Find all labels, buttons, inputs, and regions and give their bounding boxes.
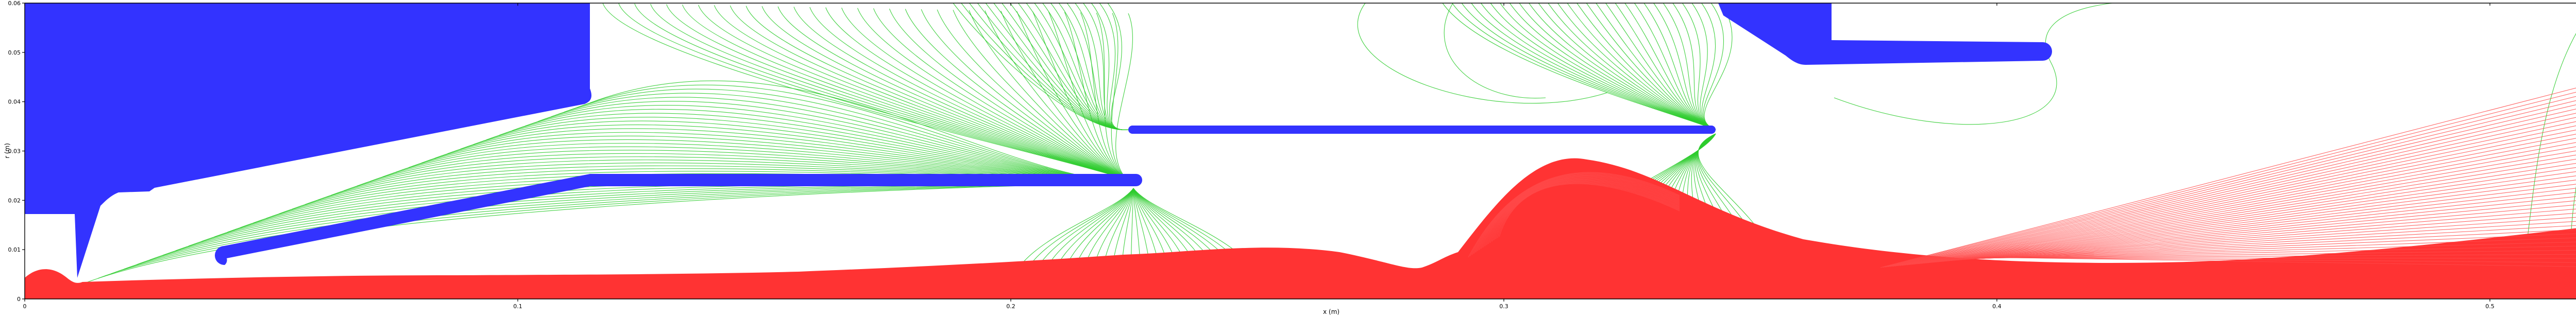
equipotential-170: [1099, 3, 1128, 130]
upper-right-electrode: [1718, 3, 2052, 65]
equipotential-32: [1111, 13, 1133, 184]
target-surface: [25, 158, 2576, 299]
equipotential-34: [590, 81, 1133, 183]
equipotential-137: [1586, 3, 1716, 130]
equipotential-70: [124, 183, 1133, 269]
trajectory-1: [1883, 77, 2576, 268]
equipotential-68: [150, 183, 1133, 260]
y-tick-label-5: 0.05: [8, 49, 21, 56]
electrode-shapes: [25, 3, 2576, 299]
equipotential-151: [1704, 3, 1732, 130]
y-axis-title: r (m): [4, 143, 11, 158]
x-tick-label-3: 0.3: [1499, 303, 1509, 310]
equipotential-174: [1834, 3, 2112, 125]
equipotential-67: [163, 183, 1133, 255]
x-tick-label-2: 0.2: [1006, 303, 1015, 310]
equipotential-172: [1358, 3, 1607, 103]
trajectory-3: [1888, 86, 2576, 267]
equipotential-160: [1018, 3, 1128, 130]
y-tick-label-6: 0.06: [8, 0, 21, 7]
equipotential-33: [1116, 13, 1133, 185]
equipotential-123: [1452, 3, 1716, 130]
y-tick-label-2: 0.02: [8, 197, 21, 204]
equipotential-171: [1108, 3, 1128, 130]
equipotential-135: [1567, 3, 1716, 130]
equipotential-124: [1462, 3, 1716, 130]
equipotential-168: [1083, 3, 1128, 130]
x-axis-title: x (m): [1323, 308, 1340, 315]
plate-electrode-middle: [1128, 126, 1716, 134]
equipotential-157: [994, 3, 1128, 130]
x-tick-label-1: 0.1: [513, 303, 522, 310]
equipotential-69: [137, 183, 1134, 264]
y-tick-label-1: 0.01: [8, 246, 21, 253]
equipotential-10: [762, 6, 1133, 183]
y-tick-label-0: 0: [17, 296, 21, 303]
equipotential-156: [986, 3, 1128, 130]
y-tick-label-4: 0.04: [8, 99, 21, 105]
equipotential-133: [1548, 3, 1716, 130]
equipotential-7: [714, 5, 1133, 182]
equipotential-149: [1702, 3, 1716, 130]
x-tick-label-4: 0.4: [1992, 303, 2002, 310]
x-tick-label-5: 0.5: [2485, 303, 2495, 310]
x-tick-label-0: 0: [23, 303, 27, 310]
